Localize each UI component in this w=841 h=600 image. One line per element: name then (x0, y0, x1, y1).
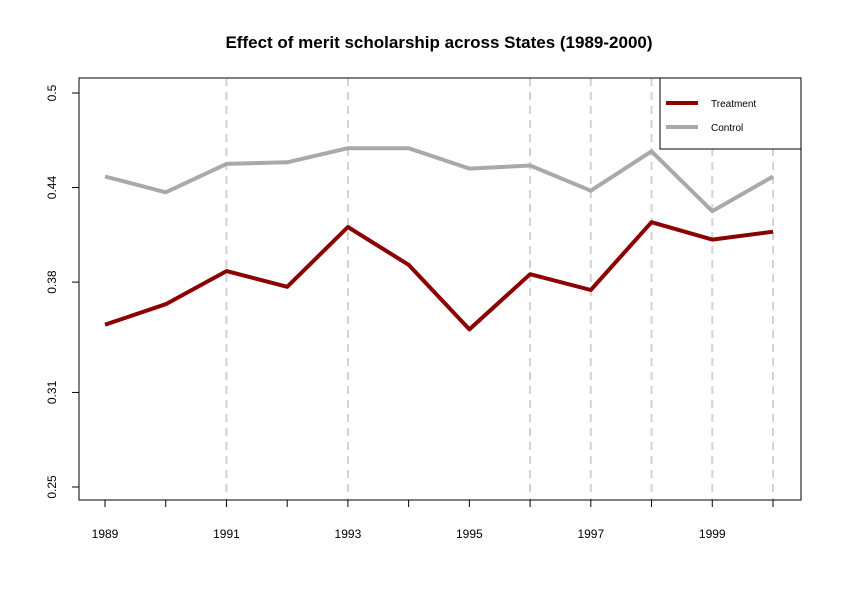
series-line-treatment (104, 220, 774, 332)
y-tick-label: 0.5 (45, 84, 59, 101)
x-tick-label: 1997 (577, 527, 604, 541)
legend-label-treatment: Treatment (711, 99, 756, 110)
series-lines (104, 146, 774, 332)
legend-label-control: Control (711, 123, 743, 134)
x-axis: 1989 1991 1993 1995 1997 1999 (92, 499, 774, 541)
series-line-control (104, 146, 774, 214)
y-axis: 0.25 0.31 0.38 0.44 0.5 (45, 84, 80, 499)
x-tick-label: 1989 (92, 527, 119, 541)
y-tick-label: 0.25 (45, 475, 59, 499)
x-tick-label: 1991 (213, 527, 240, 541)
y-tick-label: 0.44 (45, 176, 59, 200)
chart-title: Effect of merit scholarship across State… (225, 33, 652, 52)
y-tick-label: 0.31 (45, 380, 59, 404)
x-tick-label: 1993 (335, 527, 362, 541)
x-tick-label: 1999 (699, 527, 726, 541)
legend: Treatment Control (659, 77, 802, 150)
x-tick-label: 1995 (456, 527, 483, 541)
y-tick-label: 0.38 (45, 270, 59, 294)
legend-box (659, 77, 802, 150)
